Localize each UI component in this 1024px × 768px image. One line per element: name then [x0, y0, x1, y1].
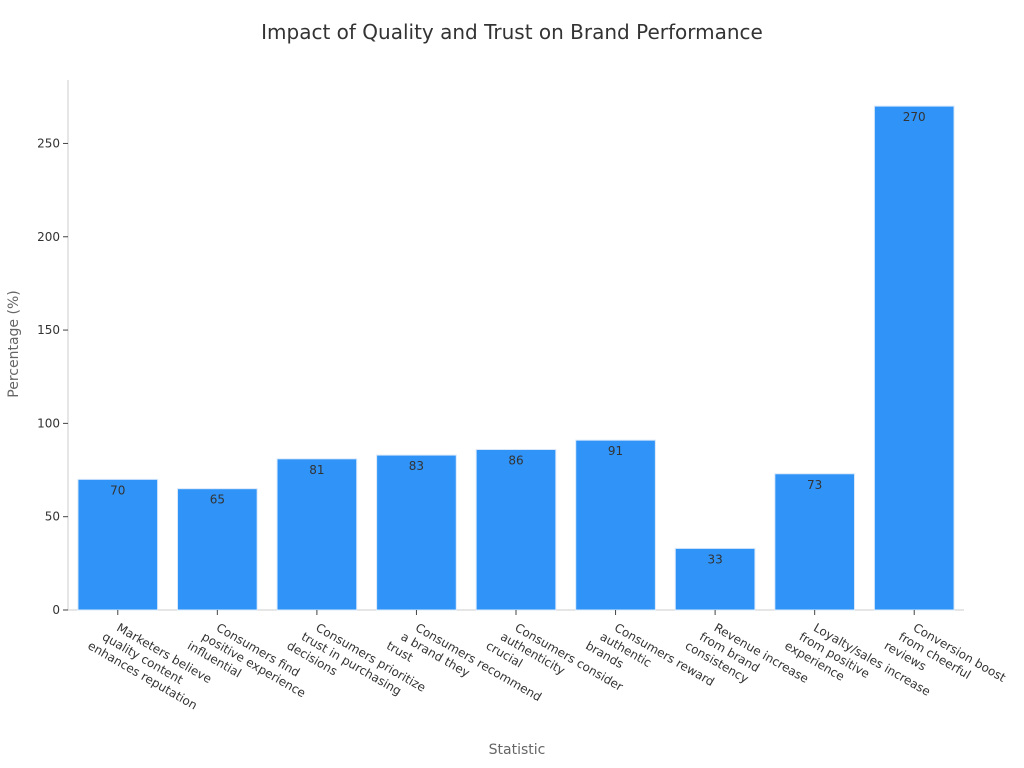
x-tick-label: Loyalty/sales increasefrom positiveexper… [782, 612, 933, 724]
x-tick-label: Conversion boostfrom cheerfulreviews [882, 612, 1008, 710]
x-tick-label: Revenue increasefrom brandconsistency [683, 612, 811, 711]
y-axis-label: Percentage (%) [6, 290, 22, 398]
data-label: 270 [903, 110, 926, 124]
bar [376, 454, 457, 611]
bar [873, 105, 955, 611]
data-label: 33 [707, 552, 722, 566]
bar [475, 449, 557, 611]
data-label: 81 [309, 463, 324, 477]
y-tick-label: 200 [37, 230, 60, 244]
x-tick-label: Consumers rewardauthenticbrands [583, 612, 717, 715]
y-tick-label: 250 [37, 136, 60, 150]
data-label: 65 [210, 493, 225, 507]
y-tick-label: 100 [37, 416, 60, 430]
bar [177, 488, 258, 611]
y-tick-label: 50 [45, 510, 60, 524]
data-label: 91 [608, 444, 623, 458]
bar [276, 458, 358, 611]
x-axis-label: Statistic [488, 742, 546, 758]
bar [674, 547, 756, 611]
bar [774, 473, 855, 611]
x-tick-label: Consumers prioritizetrust in purchasingd… [285, 612, 429, 720]
bar [575, 439, 656, 611]
chart-title: Impact of Quality and Trust on Brand Per… [261, 20, 763, 44]
bar [77, 478, 159, 611]
x-tick-label: Consumers findpositive experienceinfluen… [185, 612, 316, 713]
data-label: 86 [508, 454, 523, 468]
data-label: 73 [807, 478, 822, 492]
data-label: 83 [409, 459, 424, 473]
data-label: 70 [110, 483, 125, 497]
y-tick-label: 0 [52, 603, 60, 617]
x-tick-label: Marketers believequality contentenhances… [85, 612, 214, 712]
y-tick-label: 150 [37, 323, 60, 337]
